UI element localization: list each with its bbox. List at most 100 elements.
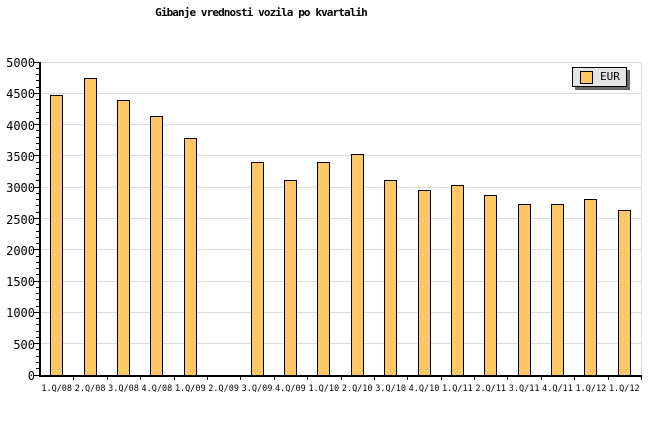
x-tick-label: 1.Q/11 — [442, 384, 473, 394]
bar — [617, 210, 631, 376]
bar — [150, 115, 164, 376]
y-tick-label: 500 — [13, 337, 35, 352]
y-minor-tick — [36, 149, 39, 151]
bar — [584, 198, 598, 376]
x-tick — [173, 376, 175, 380]
x-tick-label: 3.Q/08 — [108, 384, 139, 394]
gridline — [40, 61, 641, 63]
y-minor-tick — [36, 136, 39, 138]
x-tick-label: 1.Q/12 — [575, 384, 607, 394]
gridline — [40, 124, 641, 126]
bar — [117, 99, 130, 376]
y-major-tick — [34, 218, 39, 219]
y-minor-tick — [36, 299, 39, 301]
x-tick — [340, 376, 342, 380]
y-minor-tick — [36, 368, 39, 370]
y-minor-tick — [36, 111, 39, 113]
gridline — [40, 311, 641, 313]
gridline — [40, 218, 641, 219]
legend: EUR — [572, 67, 627, 87]
y-minor-tick — [36, 336, 39, 338]
bar — [417, 189, 431, 376]
y-tick-label: 3500 — [6, 149, 35, 164]
y-minor-tick — [36, 349, 39, 351]
y-minor-tick — [36, 192, 39, 194]
y-minor-tick — [36, 324, 39, 326]
bar — [50, 95, 64, 376]
y-minor-tick — [36, 355, 39, 357]
x-tick — [240, 376, 242, 380]
y-tick-label: 1500 — [6, 275, 35, 290]
plot-right-border — [641, 62, 642, 375]
y-minor-tick — [36, 224, 39, 226]
y-minor-tick — [36, 99, 39, 101]
y-minor-tick — [36, 80, 39, 82]
y-tick-label: 2500 — [6, 212, 35, 227]
y-minor-tick — [36, 286, 39, 288]
x-tick-label: 2.Q/09 — [208, 384, 239, 394]
gridline — [40, 92, 641, 94]
x-tick — [641, 376, 642, 380]
gridline — [40, 155, 641, 157]
x-tick-label: 1.Q/08 — [41, 384, 73, 394]
y-minor-tick — [36, 230, 39, 232]
y-major-tick — [34, 249, 39, 251]
y-major-tick — [34, 343, 39, 345]
y-minor-tick — [36, 243, 39, 245]
y-minor-tick — [36, 268, 39, 270]
y-minor-tick — [36, 261, 39, 263]
y-minor-tick — [36, 318, 39, 320]
y-tick-label: 4000 — [6, 118, 35, 133]
x-tick — [607, 376, 609, 380]
x-tick — [507, 376, 509, 380]
x-tick-label: 4.Q/10 — [408, 384, 440, 394]
gridline — [40, 280, 641, 282]
legend-label: EUR — [600, 70, 620, 83]
y-minor-tick — [36, 180, 39, 182]
y-minor-tick — [36, 105, 39, 107]
y-minor-tick — [36, 67, 39, 69]
y-major-tick — [34, 280, 39, 282]
x-tick — [140, 376, 142, 380]
gridline — [40, 249, 641, 251]
y-minor-tick — [36, 174, 39, 176]
x-tick — [106, 376, 108, 380]
x-tick-label: 3.Q/11 — [508, 384, 540, 394]
y-minor-tick — [36, 161, 39, 163]
x-tick-label: 2.Q/10 — [341, 384, 373, 394]
bar — [317, 161, 331, 376]
x-tick — [407, 376, 409, 380]
x-tick — [206, 376, 208, 380]
y-major-tick — [34, 92, 39, 94]
x-tick-label: 4.Q/09 — [275, 384, 306, 394]
y-major-tick — [34, 186, 39, 188]
y-minor-tick — [36, 142, 39, 144]
x-tick — [73, 376, 75, 380]
y-minor-tick — [36, 305, 39, 307]
bar — [551, 203, 564, 376]
x-tick — [373, 376, 375, 380]
y-minor-tick — [36, 274, 39, 276]
bar — [83, 77, 97, 376]
x-tick — [540, 376, 542, 380]
x-tick-label: 4.Q/08 — [141, 384, 173, 394]
y-minor-tick — [36, 167, 39, 169]
y-major-tick — [34, 124, 39, 126]
bar — [283, 179, 297, 376]
x-tick — [574, 376, 576, 380]
y-tick-label: 1000 — [6, 306, 35, 321]
x-tick-label: 1.Q/09 — [174, 384, 206, 394]
y-minor-tick — [36, 130, 39, 132]
y-minor-tick — [36, 74, 39, 76]
y-major-tick — [34, 61, 39, 63]
x-tick — [307, 376, 309, 380]
bar — [517, 203, 531, 376]
y-major-tick — [34, 374, 39, 376]
x-axis — [39, 375, 642, 377]
y-minor-tick — [36, 255, 39, 257]
x-tick — [474, 376, 476, 380]
y-minor-tick — [36, 361, 39, 363]
x-tick — [440, 376, 442, 380]
bar — [250, 161, 264, 376]
